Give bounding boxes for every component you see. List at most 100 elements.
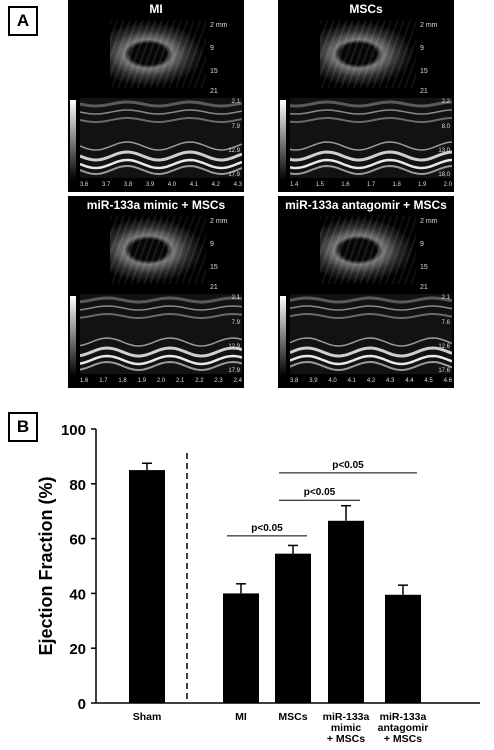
panel-b-label: B (8, 412, 38, 442)
time-tick-label: 2.0 (156, 378, 166, 384)
time-tick-label: 4.5 (424, 378, 433, 384)
grayscale-bar (280, 100, 286, 180)
m-mode-depth-label: 13.0 (438, 148, 450, 154)
m-mode-time-axis: 3.6 3.7 3.8 3.9 4.0 4.1 4.2 4.3 (80, 182, 242, 188)
b-mode-depth-label: 15 (210, 264, 218, 271)
time-tick-label: 3.9 (309, 378, 318, 384)
echo-panel-4: miR-133a antagomir + MSCs 2 mm 9 15 21 2.1 7.6… (278, 196, 454, 388)
time-tick-label: 2.3 (214, 378, 223, 384)
y-tick-label: 0 (78, 696, 86, 713)
y-tick-label: 20 (69, 641, 86, 658)
x-tick-label: antagomir (378, 722, 429, 734)
time-tick-label: 4.2 (366, 378, 376, 384)
b-mode-depth-label: 15 (210, 68, 218, 75)
echo-panel-title: miR-133a mimic + MSCs (86, 198, 226, 212)
panel-a-label: A (8, 6, 38, 36)
time-tick-label: 3.9 (145, 182, 155, 188)
y-tick-label: 60 (69, 532, 86, 549)
m-mode-trace (80, 98, 242, 178)
time-tick-label: 4.4 (405, 378, 414, 384)
time-tick-label: 1.8 (118, 378, 127, 384)
x-tick-label: MI (235, 711, 247, 723)
m-mode-depth-label: 7.9 (231, 320, 240, 326)
b-mode-depth-label: 15 (420, 68, 428, 75)
m-mode-depth-label: 2.2 (441, 99, 450, 105)
m-mode-time-axis: 1.4 1.5 1.6 1.7 1.8 1.9 2.0 (290, 182, 452, 188)
b-mode-depth-label: 21 (210, 88, 218, 95)
time-tick-label: 4.0 (328, 378, 337, 384)
echo-panel-3: miR-133a mimic + MSCs 2 mm 9 15 21 2.1 7.9 12.9… (68, 196, 244, 388)
bar (328, 520, 364, 703)
time-tick-label: 4.2 (211, 182, 220, 188)
time-tick-label: 1.9 (137, 378, 146, 384)
m-mode-depth-label: 18.0 (438, 172, 450, 178)
m-mode-depth-label: 12.9 (228, 344, 240, 350)
significance-label: p<0.05 (304, 487, 336, 498)
b-mode-depth-label: 9 (210, 45, 214, 52)
time-tick-label: 4.0 (167, 182, 177, 188)
y-axis-label: Ejection Fraction (%) (36, 476, 56, 655)
x-tick-label: + MSCs (327, 733, 365, 745)
time-tick-label: 4.6 (443, 378, 452, 384)
time-tick-label: 3.8 (123, 182, 133, 188)
grayscale-bar (280, 296, 286, 376)
time-tick-label: 1.6 (80, 378, 89, 384)
time-tick-label: 4.1 (347, 378, 356, 384)
x-tick-label: Sham (133, 711, 162, 723)
time-tick-label: 1.4 (290, 182, 299, 188)
echo-panel-title: MSCs (349, 2, 383, 16)
b-mode-image (110, 216, 206, 284)
b-mode-depth-label: 21 (210, 284, 218, 291)
b-mode-depth-label: 2 mm (210, 218, 228, 225)
time-tick-label: 1.5 (315, 182, 324, 188)
b-mode-depth-label: 2 mm (210, 22, 228, 29)
echo-panel-1: MI 2 mm 9 15 21 2.1 7.9 12.9 17.9 3.6 3.7 3.8 3.9 4.0… (68, 0, 244, 192)
m-mode-depth-label: 12.6 (438, 344, 450, 350)
x-tick-label: miR-133a (380, 711, 427, 723)
echo-panel-title: MI (149, 2, 163, 16)
echo-panel-2: MSCs 2 mm 9 15 21 2.2 8.0 13.0 18.0 1.4 1.5 1.6 1.7 1… (278, 0, 454, 192)
m-mode-time-axis: 1.6 1.7 1.8 1.9 2.0 2.1 2.2 2.3 2.4 (80, 378, 242, 384)
time-tick-label: 2.2 (195, 378, 204, 384)
m-mode-depth-label: 2.1 (441, 295, 450, 301)
b-mode-depth-label: 15 (420, 264, 428, 271)
x-tick-label: mimic (331, 722, 362, 734)
ejection-fraction-chart: 0 20 40 60 80 100 Ejection Fraction (%) Sham MI M… (36, 422, 480, 745)
m-mode-depth-label: 17.9 (228, 368, 240, 374)
time-tick-label: 3.7 (101, 182, 111, 188)
time-tick-label: 1.9 (418, 182, 427, 188)
m-mode-time-axis: 3.8 3.9 4.0 4.1 4.2 4.3 4.4 4.5 4.6 (290, 378, 452, 384)
grayscale-bar (70, 100, 76, 180)
m-mode-depth-label: 12.9 (228, 148, 240, 154)
b-mode-depth-label: 21 (420, 284, 428, 291)
bar (385, 594, 421, 703)
x-tick-label: + MSCs (384, 733, 422, 745)
b-mode-depth-label: 21 (420, 88, 428, 95)
b-mode-image (110, 20, 206, 88)
time-tick-label: 1.7 (99, 378, 108, 384)
time-tick-label: 4.1 (189, 182, 199, 188)
m-mode-depth-label: 7.9 (231, 124, 240, 130)
m-mode-depth-label: 8.0 (441, 124, 450, 130)
b-mode-image (320, 216, 416, 284)
significance-label: p<0.05 (332, 460, 364, 471)
m-mode-depth-label: 7.6 (441, 320, 450, 326)
y-tick-label: 80 (69, 477, 86, 494)
b-mode-depth-label: 2 mm (420, 218, 438, 225)
m-mode-depth-label: 17.9 (228, 172, 240, 178)
m-mode-trace (290, 98, 452, 178)
time-tick-label: 1.8 (392, 182, 401, 188)
time-tick-label: 2.1 (176, 378, 185, 384)
m-mode-depth-label: 2.1 (231, 99, 240, 105)
b-mode-depth-label: 9 (210, 241, 214, 248)
time-tick-label: 2.4 (233, 378, 242, 384)
b-mode-image (320, 20, 416, 88)
x-tick-label: MSCs (278, 711, 307, 723)
bar (223, 593, 259, 703)
m-mode-trace (290, 294, 452, 374)
time-tick-label: 4.3 (233, 182, 242, 188)
b-mode-depth-label: 9 (420, 45, 424, 52)
m-mode-depth-label: 17.6 (438, 368, 450, 374)
x-tick-label: miR-133a (323, 711, 370, 723)
echo-panel-title: miR-133a antagomir + MSCs (285, 198, 447, 212)
